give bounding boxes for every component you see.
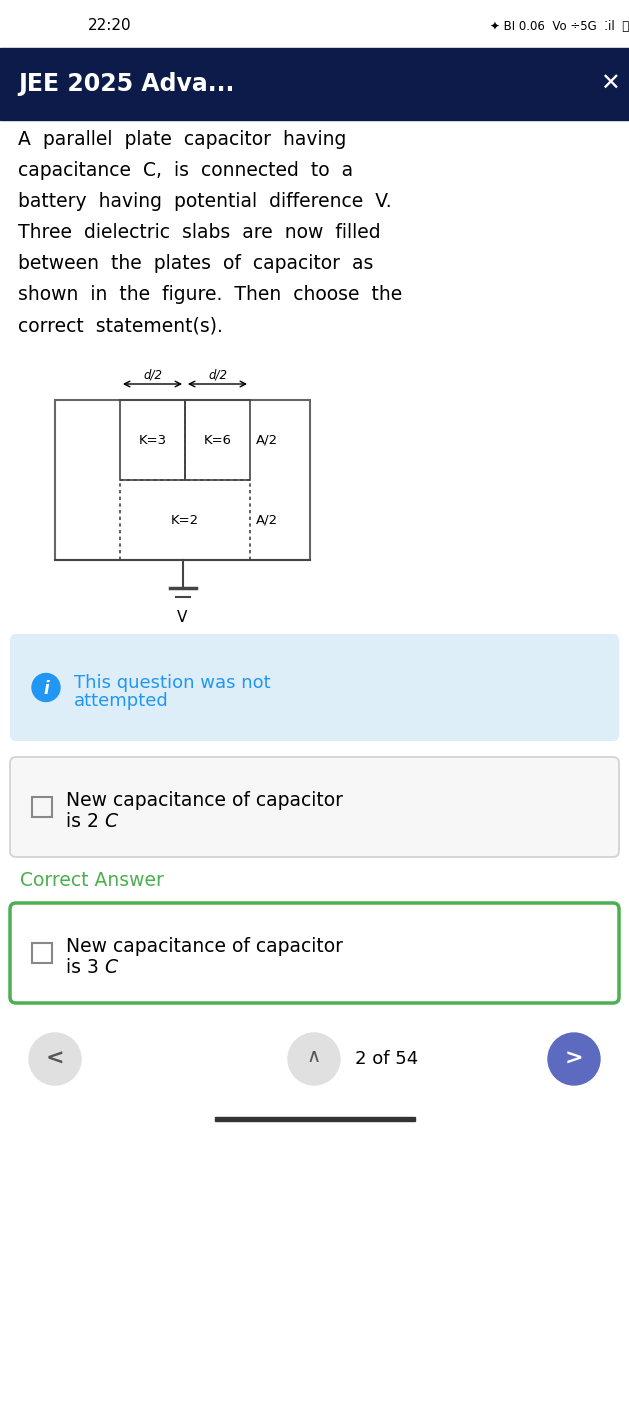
- Bar: [120, 399, 185, 479]
- Text: d/2: d/2: [143, 368, 162, 381]
- Bar: [55, 399, 310, 560]
- Text: attempted: attempted: [74, 693, 169, 710]
- Circle shape: [32, 673, 60, 702]
- Text: JEE 2025 Adva...: JEE 2025 Adva...: [18, 72, 235, 96]
- Text: K=2: K=2: [171, 513, 199, 526]
- Circle shape: [288, 1033, 340, 1085]
- Text: Correct Answer: Correct Answer: [20, 870, 164, 890]
- Text: Three  dielectric  slabs  are  now  filled: Three dielectric slabs are now filled: [18, 224, 381, 242]
- Text: d/2: d/2: [208, 368, 227, 381]
- Text: 22:20: 22:20: [88, 18, 132, 34]
- Circle shape: [29, 1033, 81, 1085]
- Circle shape: [548, 1033, 600, 1085]
- Bar: [120, 479, 250, 560]
- Text: ✕: ✕: [600, 72, 620, 96]
- Text: i: i: [43, 679, 49, 697]
- Bar: [185, 399, 250, 479]
- FancyBboxPatch shape: [10, 634, 619, 741]
- FancyBboxPatch shape: [10, 903, 619, 1002]
- FancyBboxPatch shape: [10, 756, 619, 858]
- Text: capacitance  C,  is  connected  to  a: capacitance C, is connected to a: [18, 162, 353, 180]
- Text: >: >: [565, 1049, 583, 1069]
- Bar: [32, 943, 52, 963]
- Text: A/2: A/2: [256, 433, 278, 447]
- Text: 2 of 54: 2 of 54: [355, 1050, 418, 1069]
- Text: V: V: [177, 610, 187, 626]
- Text: C: C: [104, 813, 117, 831]
- Bar: [0, 0, 629, 48]
- Text: New capacitance of capacitor: New capacitance of capacitor: [66, 936, 343, 956]
- Text: <: <: [46, 1049, 64, 1069]
- Text: K=6: K=6: [204, 433, 231, 447]
- Bar: [32, 797, 52, 817]
- Bar: [0, 1026, 629, 1406]
- Text: shown  in  the  figure.  Then  choose  the: shown in the figure. Then choose the: [18, 285, 403, 304]
- Text: between  the  plates  of  capacitor  as: between the plates of capacitor as: [18, 254, 374, 273]
- Text: ∧: ∧: [307, 1047, 321, 1067]
- Text: This question was not: This question was not: [74, 673, 270, 692]
- Text: is 3: is 3: [66, 957, 99, 977]
- Text: ✦ BI 0.06  Vo ÷5G  ⁚il  🔋35%: ✦ BI 0.06 Vo ÷5G ⁚il 🔋35%: [490, 20, 629, 32]
- Text: battery  having  potential  difference  V.: battery having potential difference V.: [18, 193, 392, 211]
- Text: A/2: A/2: [256, 513, 278, 526]
- Text: C: C: [104, 957, 117, 977]
- Text: is 2: is 2: [66, 813, 99, 831]
- Text: A  parallel  plate  capacitor  having: A parallel plate capacitor having: [18, 129, 347, 149]
- Text: New capacitance of capacitor: New capacitance of capacitor: [66, 792, 343, 810]
- Bar: [0, 48, 629, 120]
- Text: correct  statement(s).: correct statement(s).: [18, 316, 223, 335]
- Text: K=3: K=3: [138, 433, 167, 447]
- Bar: [215, 1116, 415, 1121]
